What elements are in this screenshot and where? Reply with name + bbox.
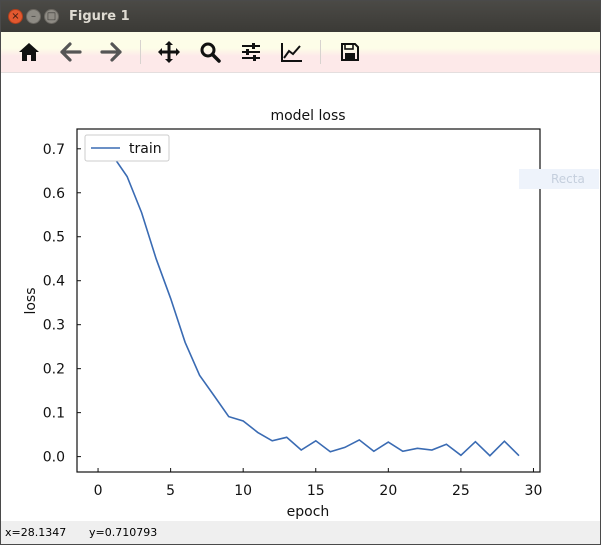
zoom-button[interactable]	[195, 37, 225, 67]
x-tick-label: 15	[307, 483, 325, 499]
navigation-toolbar	[1, 32, 600, 73]
home-icon	[19, 43, 39, 61]
y-tick-label: 0.1	[43, 406, 65, 422]
title-bar: × – □ Figure 1	[1, 1, 600, 32]
back-button[interactable]	[56, 37, 86, 67]
series-line-train	[97, 141, 520, 457]
edit-axis-icon	[281, 43, 302, 62]
configure-subplots-button[interactable]	[236, 37, 266, 67]
maximize-window-button[interactable]: □	[44, 9, 59, 24]
loss-chart: model loss epoch loss 0 5 10 15 20 25 30 0.0 0.…	[23, 108, 543, 520]
minimize-window-button[interactable]: –	[26, 9, 41, 24]
x-tick-label: 20	[379, 483, 397, 499]
cursor-x-readout: x=28.1347	[5, 526, 67, 539]
x-tick-label: 30	[525, 483, 543, 499]
status-bar: x=28.1347 y=0.710793	[1, 521, 600, 544]
pan-button[interactable]	[154, 37, 184, 67]
y-tick-label: 0.3	[43, 318, 65, 334]
maximize-icon: □	[46, 10, 57, 22]
close-window-button[interactable]: ×	[8, 9, 23, 24]
y-tick-label: 0.0	[43, 450, 65, 466]
forward-button[interactable]	[96, 37, 126, 67]
forward-arrow-icon	[100, 42, 122, 62]
legend: train	[84, 134, 170, 162]
toolbar-separator	[140, 40, 141, 64]
configure-subplots-icon	[242, 43, 260, 61]
x-tick-label: 0	[94, 483, 103, 499]
x-axis-label: epoch	[287, 504, 330, 520]
y-axis-label: loss	[23, 287, 39, 314]
save-icon	[341, 43, 359, 61]
close-icon: ×	[11, 10, 20, 22]
edit-axis-button[interactable]	[277, 37, 307, 67]
y-tick-label: 0.7	[43, 142, 65, 158]
back-arrow-icon	[60, 42, 82, 62]
save-button[interactable]	[335, 37, 365, 67]
chart-title: model loss	[270, 108, 345, 124]
y-tick-label: 0.4	[43, 274, 65, 290]
legend-box	[84, 134, 170, 162]
minimize-icon: –	[31, 10, 36, 22]
axes-frame	[76, 128, 541, 473]
toolbar-separator	[320, 40, 321, 64]
window-title: Figure 1	[69, 9, 130, 24]
x-tick-label: 10	[234, 483, 252, 499]
y-tick-label: 0.6	[43, 186, 65, 202]
figure-canvas[interactable]: model loss epoch loss 0 5 10 15 20 25 30 0.0 0.…	[1, 73, 600, 521]
pan-icon	[158, 41, 180, 63]
x-tick-label: 25	[452, 483, 470, 499]
y-tick-label: 0.5	[43, 230, 65, 246]
ghost-widget: Recta	[519, 169, 599, 189]
home-button[interactable]	[14, 37, 44, 67]
cursor-y-readout: y=0.710793	[89, 526, 158, 539]
zoom-icon	[200, 42, 221, 63]
legend-label-train: train	[129, 141, 162, 157]
x-tick-label: 5	[166, 483, 175, 499]
y-tick-label: 0.2	[43, 362, 65, 378]
